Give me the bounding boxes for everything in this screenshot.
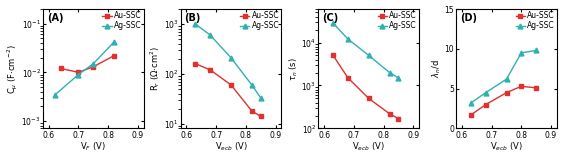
Au-SSC <box>533 87 539 89</box>
Line: Ag-SSC: Ag-SSC <box>330 21 401 80</box>
Y-axis label: R$_r$ ($\Omega$$\cdot$cm$^2$): R$_r$ ($\Omega$$\cdot$cm$^2$) <box>149 46 162 91</box>
Ag-SSC <box>518 52 525 54</box>
Ag-SSC <box>257 97 264 99</box>
Ag-SSC <box>467 102 474 104</box>
Ag-SSC <box>345 38 351 40</box>
Ag-SSC <box>111 41 118 43</box>
Au-SSC <box>365 97 372 99</box>
Text: (C): (C) <box>323 13 338 23</box>
X-axis label: V$_{ecb}$ (V): V$_{ecb}$ (V) <box>215 141 247 153</box>
Au-SSC <box>90 66 97 68</box>
Au-SSC <box>257 115 264 117</box>
Legend: Au-SSC, Ag-SSC: Au-SSC, Ag-SSC <box>239 11 280 31</box>
Legend: Au-SSC, Ag-SSC: Au-SSC, Ag-SSC <box>101 11 142 31</box>
X-axis label: V$_F$ (V): V$_F$ (V) <box>81 141 106 153</box>
Ag-SSC <box>248 84 255 86</box>
Line: Ag-SSC: Ag-SSC <box>193 22 263 100</box>
Ag-SSC <box>386 72 393 73</box>
Au-SSC <box>248 110 255 112</box>
Ag-SSC <box>365 55 372 56</box>
Au-SSC <box>75 71 82 73</box>
Y-axis label: $\tau_n$ (s): $\tau_n$ (s) <box>288 57 300 81</box>
Line: Au-SSC: Au-SSC <box>58 53 117 75</box>
Ag-SSC <box>482 92 489 94</box>
X-axis label: V$_{ecb}$ (V): V$_{ecb}$ (V) <box>490 141 523 153</box>
Legend: Au-SSC, Ag-SSC: Au-SSC, Ag-SSC <box>515 11 556 31</box>
Au-SSC <box>57 68 64 69</box>
Y-axis label: C$_{\mu}$ (F$\cdot$cm$^{-2}$): C$_{\mu}$ (F$\cdot$cm$^{-2}$) <box>6 44 20 93</box>
Line: Au-SSC: Au-SSC <box>193 61 263 119</box>
Au-SSC <box>395 118 402 120</box>
Au-SSC <box>482 104 489 106</box>
Ag-SSC <box>503 78 510 80</box>
Ag-SSC <box>51 94 58 96</box>
Au-SSC <box>386 113 393 115</box>
Text: (A): (A) <box>47 13 64 23</box>
Line: Au-SSC: Au-SSC <box>468 84 539 117</box>
X-axis label: V$_{ecb}$ (V): V$_{ecb}$ (V) <box>352 141 385 153</box>
Au-SSC <box>518 85 525 87</box>
Ag-SSC <box>75 74 82 76</box>
Line: Ag-SSC: Ag-SSC <box>468 48 539 105</box>
Line: Ag-SSC: Ag-SSC <box>52 40 117 97</box>
Au-SSC <box>467 114 474 116</box>
Ag-SSC <box>192 23 199 25</box>
Text: (D): (D) <box>460 13 477 23</box>
Au-SSC <box>227 84 234 86</box>
Ag-SSC <box>395 77 402 79</box>
Au-SSC <box>330 55 337 56</box>
Ag-SSC <box>227 57 234 59</box>
Ag-SSC <box>330 22 337 24</box>
Au-SSC <box>503 92 510 94</box>
Au-SSC <box>192 63 199 65</box>
Text: (B): (B) <box>185 13 201 23</box>
Ag-SSC <box>533 49 539 51</box>
Ag-SSC <box>90 63 97 65</box>
Line: Au-SSC: Au-SSC <box>330 53 401 121</box>
Au-SSC <box>111 55 118 57</box>
Legend: Au-SSC, Ag-SSC: Au-SSC, Ag-SSC <box>377 11 418 31</box>
Au-SSC <box>345 77 351 79</box>
Ag-SSC <box>207 34 213 36</box>
Y-axis label: $\lambda_n$/d: $\lambda_n$/d <box>431 59 443 78</box>
Au-SSC <box>207 69 213 71</box>
